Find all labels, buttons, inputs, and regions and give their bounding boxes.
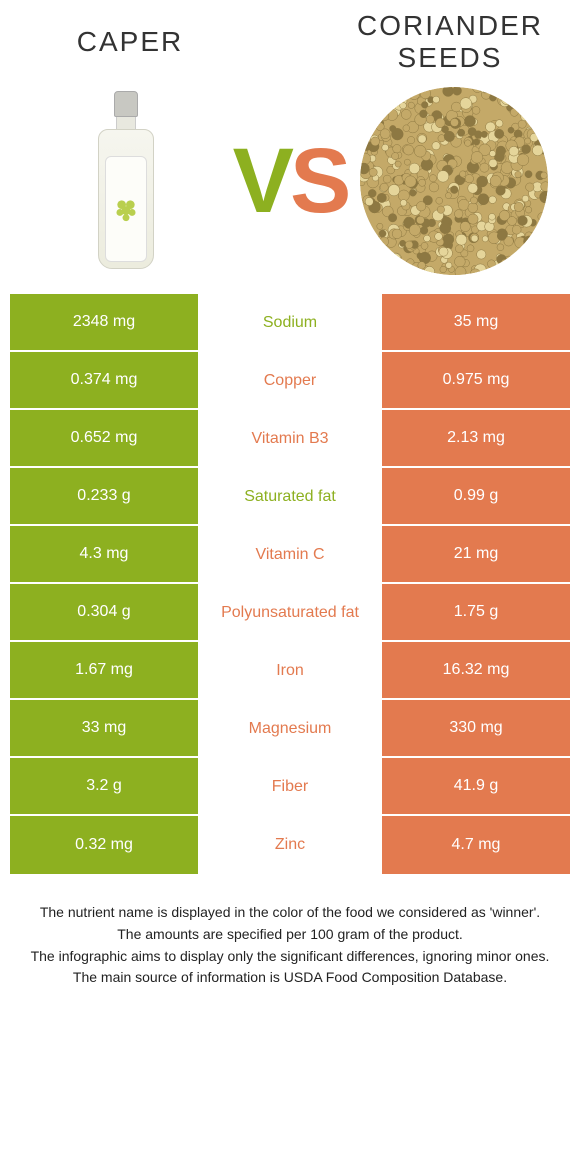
footnote-3: The infographic aims to display only the…	[10, 946, 570, 968]
nutrient-label: Sodium	[198, 294, 382, 352]
left-value: 0.32 mg	[10, 816, 198, 874]
nutrient-label: Fiber	[198, 758, 382, 816]
table-row: 0.32 mgZinc4.7 mg	[10, 816, 570, 874]
vs-s: S	[290, 135, 347, 227]
left-title: CAPER	[0, 26, 260, 58]
caper-image	[31, 86, 221, 276]
nutrient-label: Polyunsaturated fat	[198, 584, 382, 642]
table-row: 0.304 gPolyunsaturated fat1.75 g	[10, 584, 570, 642]
table-row: 4.3 mgVitamin C21 mg	[10, 526, 570, 584]
table-row: 3.2 gFiber41.9 g	[10, 758, 570, 816]
left-value: 3.2 g	[10, 758, 198, 816]
table-row: 0.233 gSaturated fat0.99 g	[10, 468, 570, 526]
right-title: CORIANDER SEEDS	[320, 10, 580, 74]
header: CAPER CORIANDER SEEDS	[0, 0, 580, 82]
left-value: 0.652 mg	[10, 410, 198, 468]
table-row: 33 mgMagnesium330 mg	[10, 700, 570, 758]
bottle-illustration	[98, 91, 154, 271]
nutrient-label: Zinc	[198, 816, 382, 874]
left-value: 4.3 mg	[10, 526, 198, 584]
table-row: 0.374 mgCopper0.975 mg	[10, 352, 570, 410]
right-value: 2.13 mg	[382, 410, 570, 468]
right-value: 0.975 mg	[382, 352, 570, 410]
left-value: 2348 mg	[10, 294, 198, 352]
nutrient-label: Vitamin C	[198, 526, 382, 584]
vs-v: V	[233, 135, 290, 227]
footnote-1: The nutrient name is displayed in the co…	[10, 902, 570, 924]
seeds-illustration	[360, 87, 548, 275]
images-row: VS	[0, 82, 580, 294]
nutrient-label: Saturated fat	[198, 468, 382, 526]
nutrient-label: Vitamin B3	[198, 410, 382, 468]
table-row: 2348 mgSodium35 mg	[10, 294, 570, 352]
nutrient-label: Iron	[198, 642, 382, 700]
right-value: 4.7 mg	[382, 816, 570, 874]
nutrient-label: Copper	[198, 352, 382, 410]
right-value: 21 mg	[382, 526, 570, 584]
left-value: 33 mg	[10, 700, 198, 758]
footnote-4: The main source of information is USDA F…	[10, 967, 570, 989]
left-value: 1.67 mg	[10, 642, 198, 700]
right-value: 1.75 g	[382, 584, 570, 642]
left-value: 0.233 g	[10, 468, 198, 526]
right-value: 0.99 g	[382, 468, 570, 526]
footnote-2: The amounts are specified per 100 gram o…	[10, 924, 570, 946]
footer-notes: The nutrient name is displayed in the co…	[10, 902, 570, 1009]
coriander-image	[359, 86, 549, 276]
table-row: 0.652 mgVitamin B32.13 mg	[10, 410, 570, 468]
right-value: 16.32 mg	[382, 642, 570, 700]
nutrient-label: Magnesium	[198, 700, 382, 758]
left-value: 0.374 mg	[10, 352, 198, 410]
right-value: 330 mg	[382, 700, 570, 758]
vs-label: VS	[233, 135, 348, 227]
left-value: 0.304 g	[10, 584, 198, 642]
right-value: 35 mg	[382, 294, 570, 352]
right-value: 41.9 g	[382, 758, 570, 816]
comparison-table: 2348 mgSodium35 mg0.374 mgCopper0.975 mg…	[10, 294, 570, 874]
table-row: 1.67 mgIron16.32 mg	[10, 642, 570, 700]
